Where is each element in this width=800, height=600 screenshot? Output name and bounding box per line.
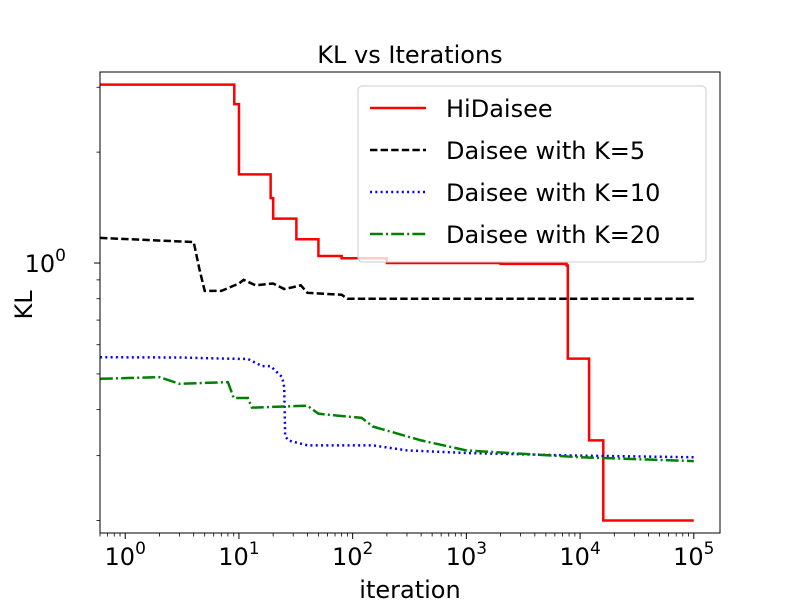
legend-label-4: Daisee with K=20 bbox=[446, 221, 660, 249]
x-tick-label: 103 bbox=[446, 539, 487, 571]
x-tick-label: 102 bbox=[332, 539, 373, 571]
series-layer bbox=[99, 83, 694, 522]
legend-label-3: Daisee with K=10 bbox=[446, 179, 660, 207]
x-axis-label: iteration bbox=[359, 576, 460, 600]
series-line-4 bbox=[99, 375, 694, 463]
x-axis-ticks: 100 101 102 103 104 105 bbox=[99, 533, 714, 571]
x-tick-label: 105 bbox=[673, 539, 714, 571]
x-tick-label: 100 bbox=[105, 539, 146, 571]
legend-label-1: HiDaisee bbox=[446, 95, 553, 123]
plot-frame bbox=[99, 71, 721, 534]
y-tick-label: 100 bbox=[25, 246, 66, 278]
series-line-2 bbox=[99, 236, 694, 300]
legend: HiDaisee Daisee with K=5 Daisee with K=10 D… bbox=[357, 85, 707, 263]
y-axis-label: KL bbox=[10, 290, 38, 320]
plot-area: 100 101 102 103 104 105 100 bbox=[25, 71, 721, 571]
series-line-1 bbox=[100, 83, 694, 522]
series-line-3 bbox=[99, 355, 694, 459]
legend-box bbox=[357, 85, 707, 263]
x-tick-label: 101 bbox=[218, 539, 259, 571]
y-axis-ticks: 100 bbox=[25, 86, 100, 521]
legend-label-2: Daisee with K=5 bbox=[446, 137, 645, 165]
chart-title: KL vs Iterations bbox=[317, 41, 502, 69]
x-tick-label: 104 bbox=[559, 539, 600, 571]
